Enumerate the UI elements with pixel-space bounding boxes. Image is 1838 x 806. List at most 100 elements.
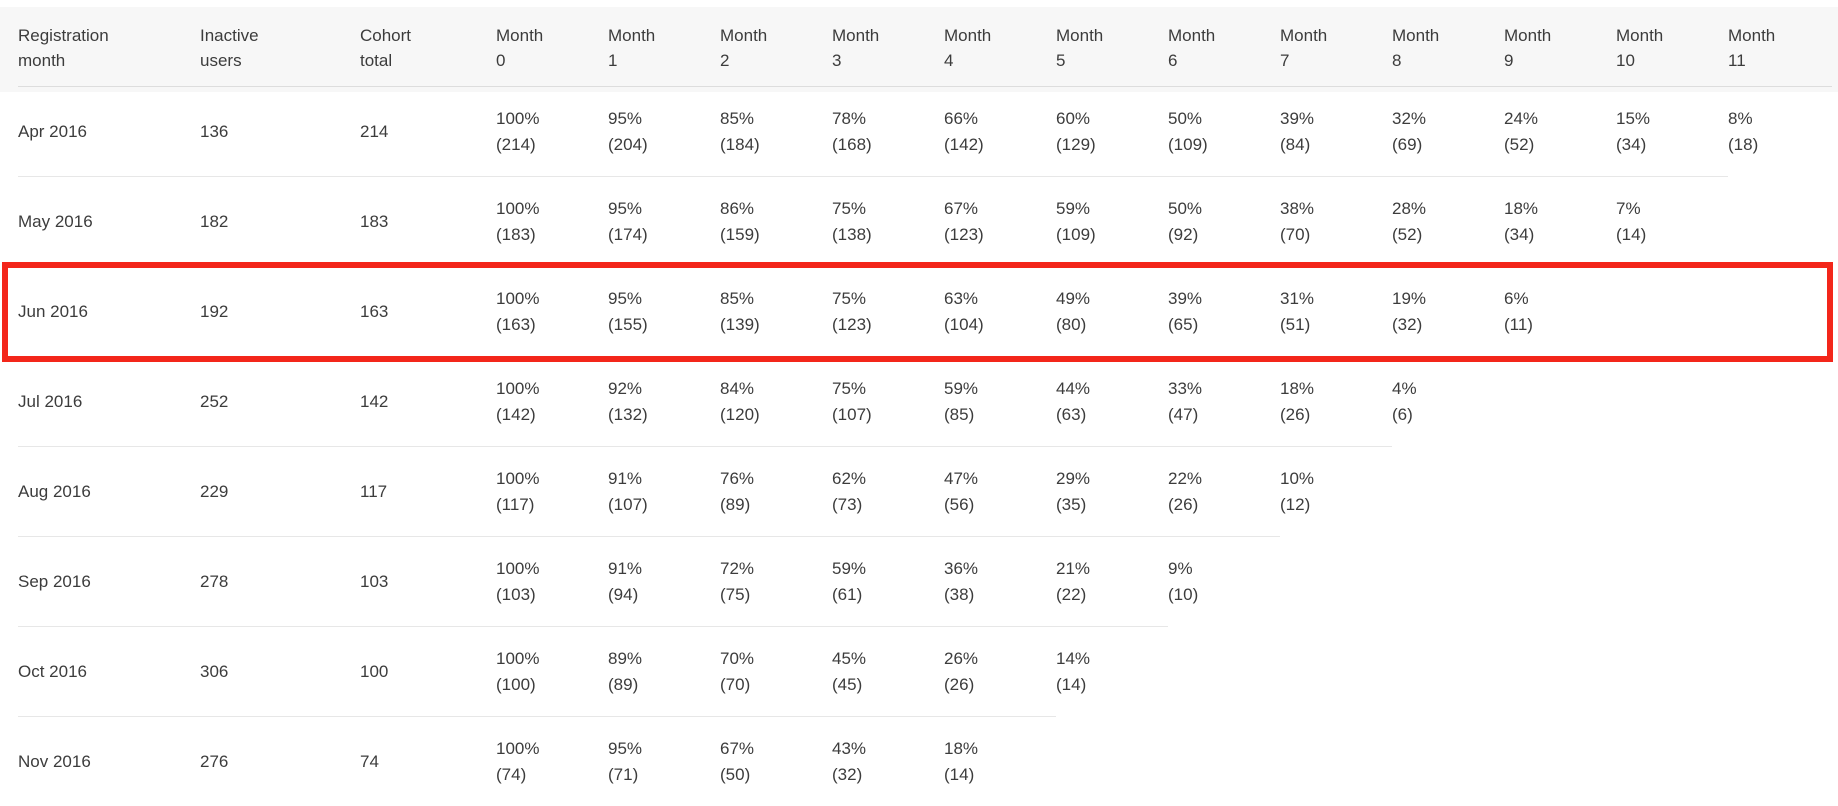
retention-count: (70) — [1280, 224, 1311, 244]
retention-percent: 9% — [1168, 558, 1193, 578]
table-row: Sep 2016 278 103 100% (103) 91% (94) 72% (75) 59%… — [18, 536, 1832, 627]
retention-percent: 8% — [1728, 108, 1753, 128]
retention-count: (14) — [944, 764, 975, 784]
registration-month-cell: Oct 2016 — [18, 626, 200, 717]
retention-count: (168) — [832, 134, 872, 154]
retention-cell: 18% (26) — [1280, 356, 1392, 447]
retention-cell: 9% (10) — [1168, 536, 1280, 627]
retention-percent: 100% — [496, 198, 540, 218]
retention-cell: 67% (50) — [720, 716, 832, 806]
retention-cell: 100% (74) — [496, 716, 608, 806]
retention-cell: 29% (35) — [1056, 446, 1168, 537]
retention-count: (38) — [944, 584, 975, 604]
column-header: Registration month — [18, 0, 200, 87]
retention-percent: 29% — [1056, 468, 1091, 488]
registration-month-cell: Apr 2016 — [18, 121, 87, 141]
retention-count: (70) — [720, 674, 751, 694]
inactive-users-cell: 136 — [200, 121, 229, 141]
retention-cell: 18% (14) — [944, 716, 1056, 806]
retention-count: (85) — [944, 404, 975, 424]
retention-cell: 49% (80) — [1056, 266, 1168, 357]
retention-count: (89) — [608, 674, 639, 694]
retention-percent: 39% — [1168, 288, 1203, 308]
retention-count: (84) — [1280, 134, 1311, 154]
retention-count: (14) — [1616, 224, 1647, 244]
retention-percent: 100% — [496, 378, 540, 398]
registration-month-cell: Jun 2016 — [18, 266, 200, 357]
retention-percent: 100% — [496, 288, 540, 308]
retention-percent: 26% — [944, 648, 979, 668]
retention-cell: 70% (70) — [720, 626, 832, 717]
retention-percent: 21% — [1056, 558, 1091, 578]
retention-count: (109) — [1168, 134, 1208, 154]
retention-cell: 75% (107) — [832, 356, 944, 447]
retention-count: (174) — [608, 224, 648, 244]
header-row: Registration month Inactive users Cohort t… — [18, 0, 1832, 87]
registration-month-cell: Jul 2016 — [18, 356, 200, 447]
retention-percent: 89% — [608, 648, 643, 668]
cohort-total-cell: 103 — [360, 536, 496, 627]
retention-count: (45) — [832, 674, 863, 694]
retention-percent: 18% — [944, 738, 979, 758]
retention-percent: 39% — [1280, 108, 1315, 128]
retention-percent: 18% — [1280, 378, 1315, 398]
retention-percent: 66% — [944, 108, 979, 128]
retention-cell: 95% (204) — [608, 87, 720, 177]
retention-cell: 39% (65) — [1168, 266, 1280, 357]
retention-cell: 38% (70) — [1280, 176, 1392, 267]
retention-cell: 100% (163) — [496, 266, 608, 357]
retention-cell: 45% (45) — [832, 626, 944, 717]
retention-percent: 76% — [720, 468, 755, 488]
retention-percent: 72% — [720, 558, 755, 578]
retention-count: (107) — [608, 494, 648, 514]
retention-cell: 59% (109) — [1056, 176, 1168, 267]
retention-cell: 100% (100) — [496, 626, 608, 717]
retention-percent: 75% — [832, 378, 867, 398]
retention-count: (26) — [1280, 404, 1311, 424]
retention-count: (155) — [608, 314, 648, 334]
retention-cell: 24% (52) — [1504, 87, 1616, 177]
retention-cell: 59% (85) — [944, 356, 1056, 447]
column-header: Month 11 — [1728, 0, 1832, 87]
cohort-total-cell: 214 — [360, 121, 389, 141]
retention-percent: 43% — [832, 738, 867, 758]
retention-percent: 100% — [496, 468, 540, 488]
retention-cell: 86% (159) — [720, 176, 832, 267]
retention-count: (138) — [832, 224, 872, 244]
retention-cell: 84% (120) — [720, 356, 832, 447]
retention-percent: 59% — [944, 378, 979, 398]
retention-cell: 28% (52) — [1392, 176, 1504, 267]
retention-count: (71) — [608, 764, 639, 784]
retention-count: (34) — [1616, 134, 1647, 154]
retention-count: (214) — [496, 134, 536, 154]
column-header: Month 0 — [496, 0, 608, 87]
column-header: Month 2 — [720, 0, 832, 87]
retention-count: (183) — [496, 224, 536, 244]
retention-count: (35) — [1056, 494, 1087, 514]
retention-cell: 19% (32) — [1392, 266, 1504, 357]
retention-count: (103) — [496, 584, 536, 604]
retention-cell: 100% (103) — [496, 536, 608, 627]
retention-cell: 32% (69) — [1392, 87, 1504, 177]
column-header: Month 6 — [1168, 0, 1280, 87]
retention-percent: 95% — [608, 198, 643, 218]
retention-count: (139) — [720, 314, 760, 334]
retention-count: (204) — [608, 134, 648, 154]
retention-percent: 14% — [1056, 648, 1091, 668]
retention-count: (47) — [1168, 404, 1199, 424]
retention-cell: 47% (56) — [944, 446, 1056, 537]
registration-month-cell: Nov 2016 — [18, 716, 200, 806]
retention-percent: 92% — [608, 378, 643, 398]
retention-cell: 33% (47) — [1168, 356, 1280, 447]
retention-percent: 84% — [720, 378, 755, 398]
retention-percent: 19% — [1392, 288, 1427, 308]
retention-percent: 95% — [608, 288, 643, 308]
inactive-users-cell: 278 — [200, 536, 360, 627]
retention-count: (75) — [720, 584, 751, 604]
retention-count: (34) — [1504, 224, 1535, 244]
retention-percent: 24% — [1504, 108, 1539, 128]
retention-count: (18) — [1728, 134, 1759, 154]
table-row: Jun 2016 192 163 100% (163) 95% (155) 85% (139) 7… — [18, 266, 1832, 357]
cohort-total-cell: 74 — [360, 716, 496, 806]
